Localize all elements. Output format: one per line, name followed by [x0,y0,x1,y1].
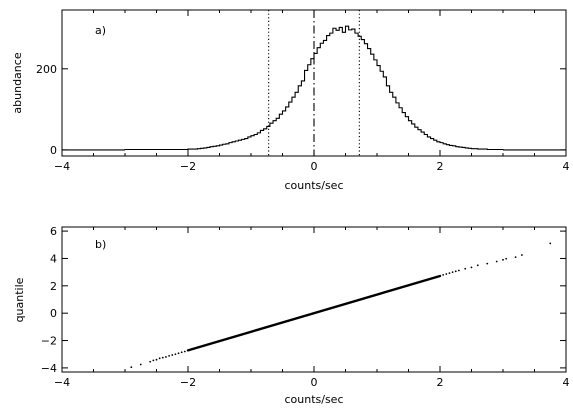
quantile-point [451,271,454,274]
quantile-point [155,358,158,361]
y-tick-label: 200 [36,63,57,76]
y-tick-label: 2 [50,280,57,293]
histogram-y-axis-label: abundance [11,52,24,113]
quantile-point [454,270,457,273]
x-tick-label: 0 [311,376,318,389]
x-tick-label: 4 [563,376,570,389]
x-tick-label: 2 [437,160,444,173]
y-tick-label: 6 [50,225,57,238]
quantile-point [177,352,180,355]
quantile-point [549,242,552,245]
y-tick-label: −2 [41,335,57,348]
quantile-point [158,357,161,360]
quantile-point [165,356,167,358]
quantile-point [448,272,451,274]
quantile-point [521,254,523,256]
y-tick-label: 0 [50,307,57,320]
quantile-point [470,266,473,269]
quantile-point [505,257,508,260]
y-tick-label: 0 [50,144,57,157]
quantile-point [149,360,152,363]
histogram-x-axis-label: counts/sec [284,179,343,192]
panel-label-a: a) [95,24,106,37]
quantile-point [183,350,186,353]
quantile-point [168,354,171,357]
quantile-point [458,269,460,272]
x-tick-label: −4 [54,376,70,389]
histogram-panel: −4 −2 0 2 4 0 200 a) counts/sec abundance [11,9,570,192]
x-tick-label: −4 [54,160,70,173]
x-tick-label: 4 [563,160,570,173]
quantile-point [171,354,174,356]
x-tick-label: 0 [311,160,318,173]
panel-label-b: b) [95,238,106,251]
quantile-point [130,366,133,369]
quantile-point [514,256,517,258]
quantile-x-axis-label: counts/sec [284,393,343,406]
quantile-point [464,267,467,270]
quantile-point [152,359,155,362]
quantile-panel: −4 −2 0 2 4 −4 −2 0 2 4 6 b) counts/sec quantile [13,225,570,406]
quantile-plot-frame [61,226,567,373]
quantile-point [445,273,448,275]
x-tick-label: −2 [180,160,196,173]
quantile-point [139,363,142,366]
quantile-y-axis-label: quantile [13,277,26,322]
quantile-point [174,353,177,356]
quantile-point [495,260,498,263]
quantile-dense-points [186,274,442,352]
quantile-point [161,356,164,359]
x-tick-label: −2 [180,376,196,389]
x-tick-label: 2 [437,376,444,389]
histogram-series [124,25,504,151]
quantile-point [502,258,504,261]
y-tick-label: −4 [41,362,57,375]
y-tick-label: 4 [50,252,57,265]
quantile-point [476,264,479,267]
quantile-point [442,273,445,276]
quantile-point [180,351,183,354]
quantile-point [486,262,489,265]
